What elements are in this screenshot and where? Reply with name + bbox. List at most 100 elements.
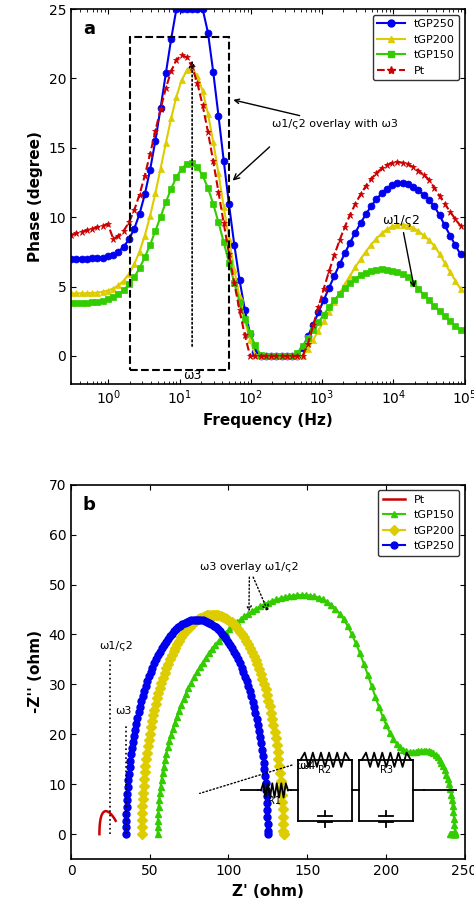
tGP250 xyxy=(217,626,223,637)
Pt xyxy=(400,157,406,168)
Legend: tGP250, tGP200, tGP150, Pt: tGP250, tGP200, tGP150, Pt xyxy=(373,15,459,80)
tGP200 xyxy=(209,609,214,620)
Pt xyxy=(111,812,117,823)
tGP250 xyxy=(384,183,390,194)
Pt xyxy=(179,49,184,60)
Text: ω1/ς2: ω1/ς2 xyxy=(100,642,133,652)
tGP200 xyxy=(157,682,163,693)
tGP150 xyxy=(100,295,106,306)
tGP200 xyxy=(152,704,157,715)
tGP250 xyxy=(123,829,129,840)
Bar xyxy=(130,37,229,370)
Pt xyxy=(98,814,103,825)
Legend: Pt, tGP150, tGP200, tGP250: Pt, tGP150, tGP200, tGP250 xyxy=(378,490,459,556)
Pt xyxy=(384,160,390,171)
tGP150 xyxy=(68,298,74,309)
tGP250 xyxy=(263,784,269,795)
tGP150 xyxy=(263,350,269,361)
Pt xyxy=(458,220,464,231)
tGP200 xyxy=(279,790,285,801)
tGP150 xyxy=(384,264,390,275)
tGP250 xyxy=(141,686,147,696)
Pt xyxy=(102,806,108,817)
Line: Pt: Pt xyxy=(68,51,464,359)
tGP150 xyxy=(299,590,305,600)
tGP250 xyxy=(193,614,199,625)
tGP150 xyxy=(191,672,197,683)
Pt xyxy=(113,815,118,826)
Pt xyxy=(107,807,113,818)
tGP200 xyxy=(384,224,390,235)
tGP250 xyxy=(264,804,270,815)
Pt xyxy=(111,813,117,824)
tGP200 xyxy=(68,288,74,299)
tGP150 xyxy=(212,639,218,650)
Text: a: a xyxy=(83,20,95,38)
Pt xyxy=(108,808,113,819)
Pt xyxy=(100,807,106,818)
X-axis label: Z' (ohm): Z' (ohm) xyxy=(232,884,304,898)
tGP250 xyxy=(458,249,464,260)
tGP250 xyxy=(258,350,264,361)
Pt xyxy=(109,809,114,820)
tGP150 xyxy=(400,269,406,280)
Text: ω4: ω4 xyxy=(299,727,322,771)
Pt xyxy=(103,806,109,817)
Pt xyxy=(98,812,104,823)
Pt xyxy=(104,806,110,817)
Pt xyxy=(108,809,114,820)
tGP150 xyxy=(458,324,464,335)
tGP250 xyxy=(173,4,179,15)
tGP150 xyxy=(410,747,415,758)
tGP150 xyxy=(450,829,456,840)
Pt xyxy=(100,220,106,231)
tGP150 xyxy=(155,829,161,840)
Pt xyxy=(109,810,115,821)
Pt xyxy=(68,229,74,240)
Pt xyxy=(105,806,110,817)
Text: ω3: ω3 xyxy=(115,707,132,717)
tGP200 xyxy=(139,829,145,840)
Pt xyxy=(102,806,108,817)
Pt xyxy=(100,807,106,818)
tGP250 xyxy=(100,252,106,263)
Pt xyxy=(100,808,105,819)
Text: ω3: ω3 xyxy=(183,369,201,382)
tGP250 xyxy=(200,615,205,626)
tGP200 xyxy=(233,622,239,632)
Line: tGP150: tGP150 xyxy=(68,160,464,359)
Pt xyxy=(97,826,102,837)
tGP200 xyxy=(400,219,406,230)
tGP150 xyxy=(447,829,453,840)
tGP200 xyxy=(374,233,379,244)
Pt xyxy=(106,807,112,818)
tGP250 xyxy=(426,195,432,206)
Pt xyxy=(98,813,103,824)
tGP150 xyxy=(389,265,395,276)
tGP150 xyxy=(426,295,432,306)
Line: tGP200: tGP200 xyxy=(138,611,287,837)
tGP200 xyxy=(258,350,264,361)
tGP200 xyxy=(458,283,464,294)
X-axis label: Frequency (Hz): Frequency (Hz) xyxy=(203,412,333,428)
Pt xyxy=(426,175,432,186)
tGP200 xyxy=(281,829,286,840)
tGP200 xyxy=(426,235,432,246)
Text: ω4: ω4 xyxy=(296,761,313,771)
Line: tGP200: tGP200 xyxy=(68,66,464,359)
tGP200 xyxy=(216,610,221,621)
Pt xyxy=(99,810,105,821)
tGP250 xyxy=(374,194,379,205)
tGP200 xyxy=(100,286,106,297)
Text: ω1/ς2: ω1/ς2 xyxy=(382,214,420,286)
tGP250 xyxy=(389,180,395,191)
Text: b: b xyxy=(83,496,96,514)
Pt xyxy=(247,350,253,361)
Line: tGP150: tGP150 xyxy=(154,591,458,837)
Pt xyxy=(97,824,102,835)
Pt xyxy=(389,157,395,168)
tGP150 xyxy=(438,757,444,768)
Pt xyxy=(97,819,103,830)
tGP150 xyxy=(353,638,359,649)
Pt xyxy=(97,821,102,832)
